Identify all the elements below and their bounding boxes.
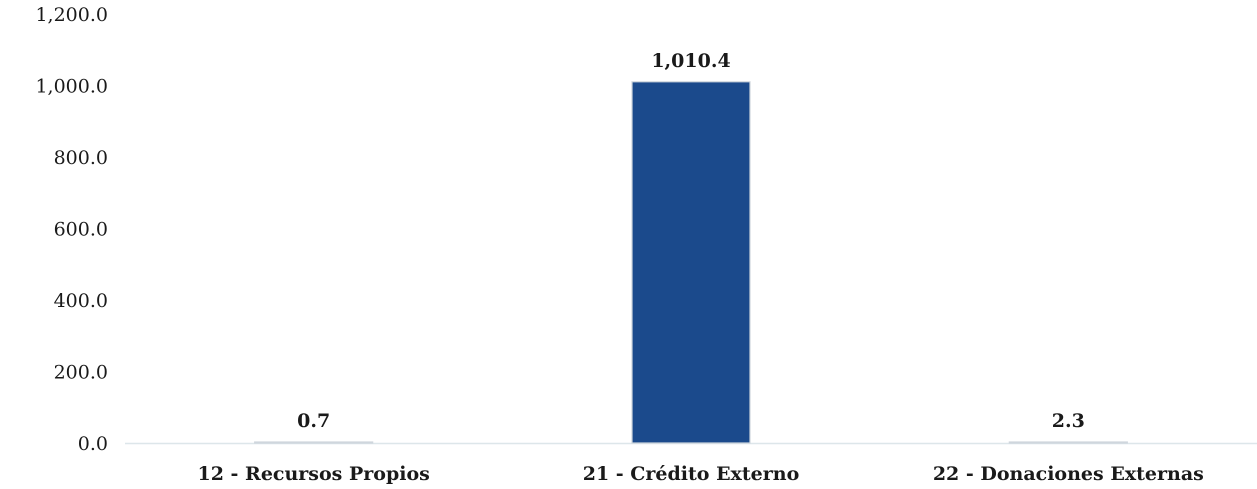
category-label: 12 - Recursos Propios: [197, 463, 429, 485]
y-tick-label: 600.0: [54, 219, 108, 241]
data-label: 1,010.4: [651, 50, 730, 72]
bar: [254, 441, 374, 444]
y-tick-label: 0.0: [78, 433, 108, 455]
data-label: 0.7: [297, 410, 330, 432]
y-tick-label: 400.0: [54, 290, 108, 312]
category-label: 21 - Crédito Externo: [583, 463, 800, 485]
y-tick-label: 800.0: [54, 147, 108, 169]
category-label: 22 - Donaciones Externas: [933, 463, 1204, 485]
y-axis: 0.0 200.0 400.0 600.0 800.0 1,000.0 1,200.0: [35, 4, 108, 455]
x-axis: 12 - Recursos Propios 21 - Crédito Extern…: [197, 463, 1203, 485]
y-tick-label: 1,000.0: [35, 76, 108, 98]
data-labels: 0.7 1,010.4 2.3: [297, 50, 1085, 432]
y-tick-label: 200.0: [54, 362, 108, 384]
y-tick-label: 1,200.0: [35, 4, 108, 26]
data-label: 2.3: [1052, 410, 1085, 432]
bar: [631, 81, 751, 444]
bars: [254, 81, 1128, 444]
bar: [1008, 441, 1128, 444]
